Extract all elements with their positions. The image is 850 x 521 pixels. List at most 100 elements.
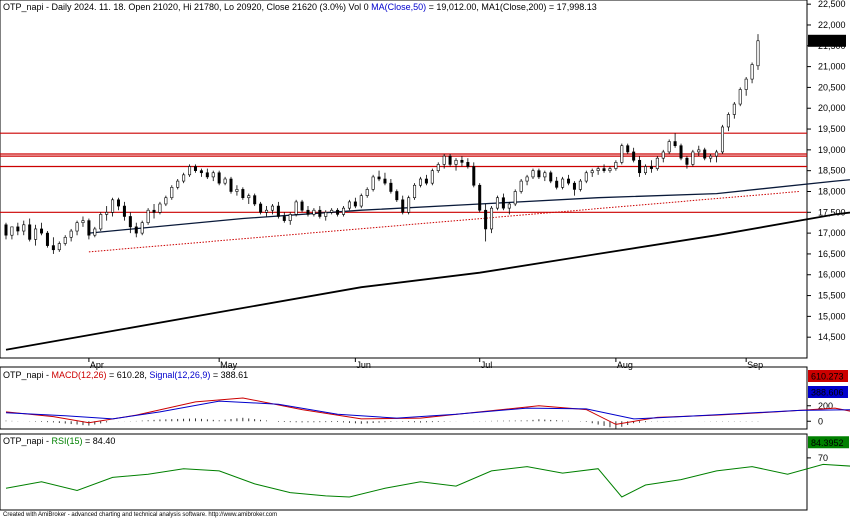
candle-body [744, 78, 748, 90]
candle-body [324, 212, 328, 217]
price-tick-label: 15,000 [818, 311, 846, 321]
candle-body [549, 172, 553, 182]
candle-body [81, 220, 85, 224]
horizontal-levels [0, 132, 807, 253]
candle-body [365, 189, 369, 196]
candle-body [519, 180, 523, 192]
price-tick-label: 18,000 [818, 186, 846, 196]
price-tick-label: 17,000 [818, 228, 846, 238]
candle-body [300, 201, 304, 211]
candle-body [182, 174, 186, 182]
candle-body [170, 187, 174, 199]
macd-line [5, 397, 850, 425]
candle-body [667, 141, 671, 153]
moving-averages [5, 179, 850, 351]
candle-body [359, 195, 363, 207]
price-tick-label: 16,000 [818, 270, 846, 280]
candle-body [389, 182, 393, 192]
candle-body [330, 209, 334, 213]
month-label: Jun [356, 360, 371, 370]
macd-badge-label: 610.273 [811, 372, 844, 382]
candle-body [282, 216, 286, 221]
candle-body [454, 159, 458, 165]
candle-body [318, 209, 322, 217]
candle-body [673, 141, 677, 146]
candle-body [466, 162, 470, 167]
candlesticks [4, 34, 760, 254]
footer-credit: Created with AmiBroker - advanced charti… [3, 512, 278, 518]
candle-body [436, 164, 440, 171]
candle-body [111, 199, 115, 213]
candle-body [99, 214, 103, 230]
price-pane-title: OTP_napi - Daily 2024. 11. 18. Open 2102… [3, 2, 597, 12]
candle-body [655, 157, 659, 169]
candle-body [732, 103, 736, 115]
candle-body [306, 209, 310, 215]
candle-body [407, 197, 411, 213]
candle-body [176, 180, 180, 188]
candle-body [40, 228, 44, 234]
candle-body [620, 145, 624, 163]
signal-line [5, 400, 850, 420]
price-tick-label: 16,500 [818, 249, 846, 259]
candle-body [336, 209, 340, 215]
candle-body [709, 155, 713, 159]
candle-body [193, 166, 197, 171]
candle-body [649, 166, 653, 169]
macd-pane-title: OTP_napi - MACD(12,26) = 610.28, Signal(… [3, 370, 248, 380]
candle-body [383, 178, 387, 184]
month-label: Jul [481, 360, 493, 370]
candle-body [229, 178, 233, 192]
price-tick-label: 20,000 [818, 103, 846, 113]
price-pane-frame [0, 0, 808, 359]
price-tick-label: 17,500 [818, 207, 846, 217]
price-tick-label: 22,500 [818, 0, 846, 9]
candle-body [93, 228, 97, 236]
candle-body [750, 64, 754, 80]
price-tick-label: 14,500 [818, 332, 846, 342]
candle-body [537, 170, 541, 178]
candle-body [205, 172, 209, 178]
macd-badge [808, 370, 848, 382]
candle-body [596, 168, 600, 171]
candle-body [140, 222, 144, 234]
candle-body [448, 155, 452, 165]
candle-body [691, 151, 695, 165]
candle-body [294, 201, 298, 215]
candle-body [253, 195, 257, 205]
candle-body [430, 170, 434, 184]
candle-body [720, 126, 724, 153]
candle-body [756, 40, 760, 67]
rsi-indicator: 70 84.3952 [5, 436, 850, 498]
candle-body [63, 236, 67, 244]
candle-body [555, 180, 559, 188]
candle-body [484, 209, 488, 230]
candle-body [472, 166, 476, 186]
price-tick-label: 15,500 [818, 291, 846, 301]
candle-body [134, 226, 138, 234]
candle-body [75, 222, 79, 232]
candle-body [572, 182, 576, 190]
candle-body [424, 178, 428, 184]
candle-body [128, 216, 132, 228]
macd-pane-frame [0, 366, 808, 430]
macd-badge-label: 388.606 [811, 388, 844, 398]
candle-body [28, 224, 32, 240]
candle-body [685, 157, 689, 165]
candle-body [513, 191, 517, 205]
candle-body [353, 201, 357, 207]
candle-body [495, 197, 499, 209]
candle-body [51, 245, 55, 251]
candle-body [241, 189, 245, 199]
trendline [88, 190, 800, 253]
candle-body [164, 197, 168, 205]
candle-body [288, 214, 292, 221]
rsi-pane-frame [0, 433, 808, 511]
candle-body [122, 205, 126, 217]
price-tick-label: 19,500 [818, 124, 846, 134]
candle-body [490, 207, 494, 230]
macd-indicator: 200 0 610.273 388.606 [5, 370, 850, 429]
rsi-line [5, 463, 850, 498]
candle-body [342, 207, 346, 215]
